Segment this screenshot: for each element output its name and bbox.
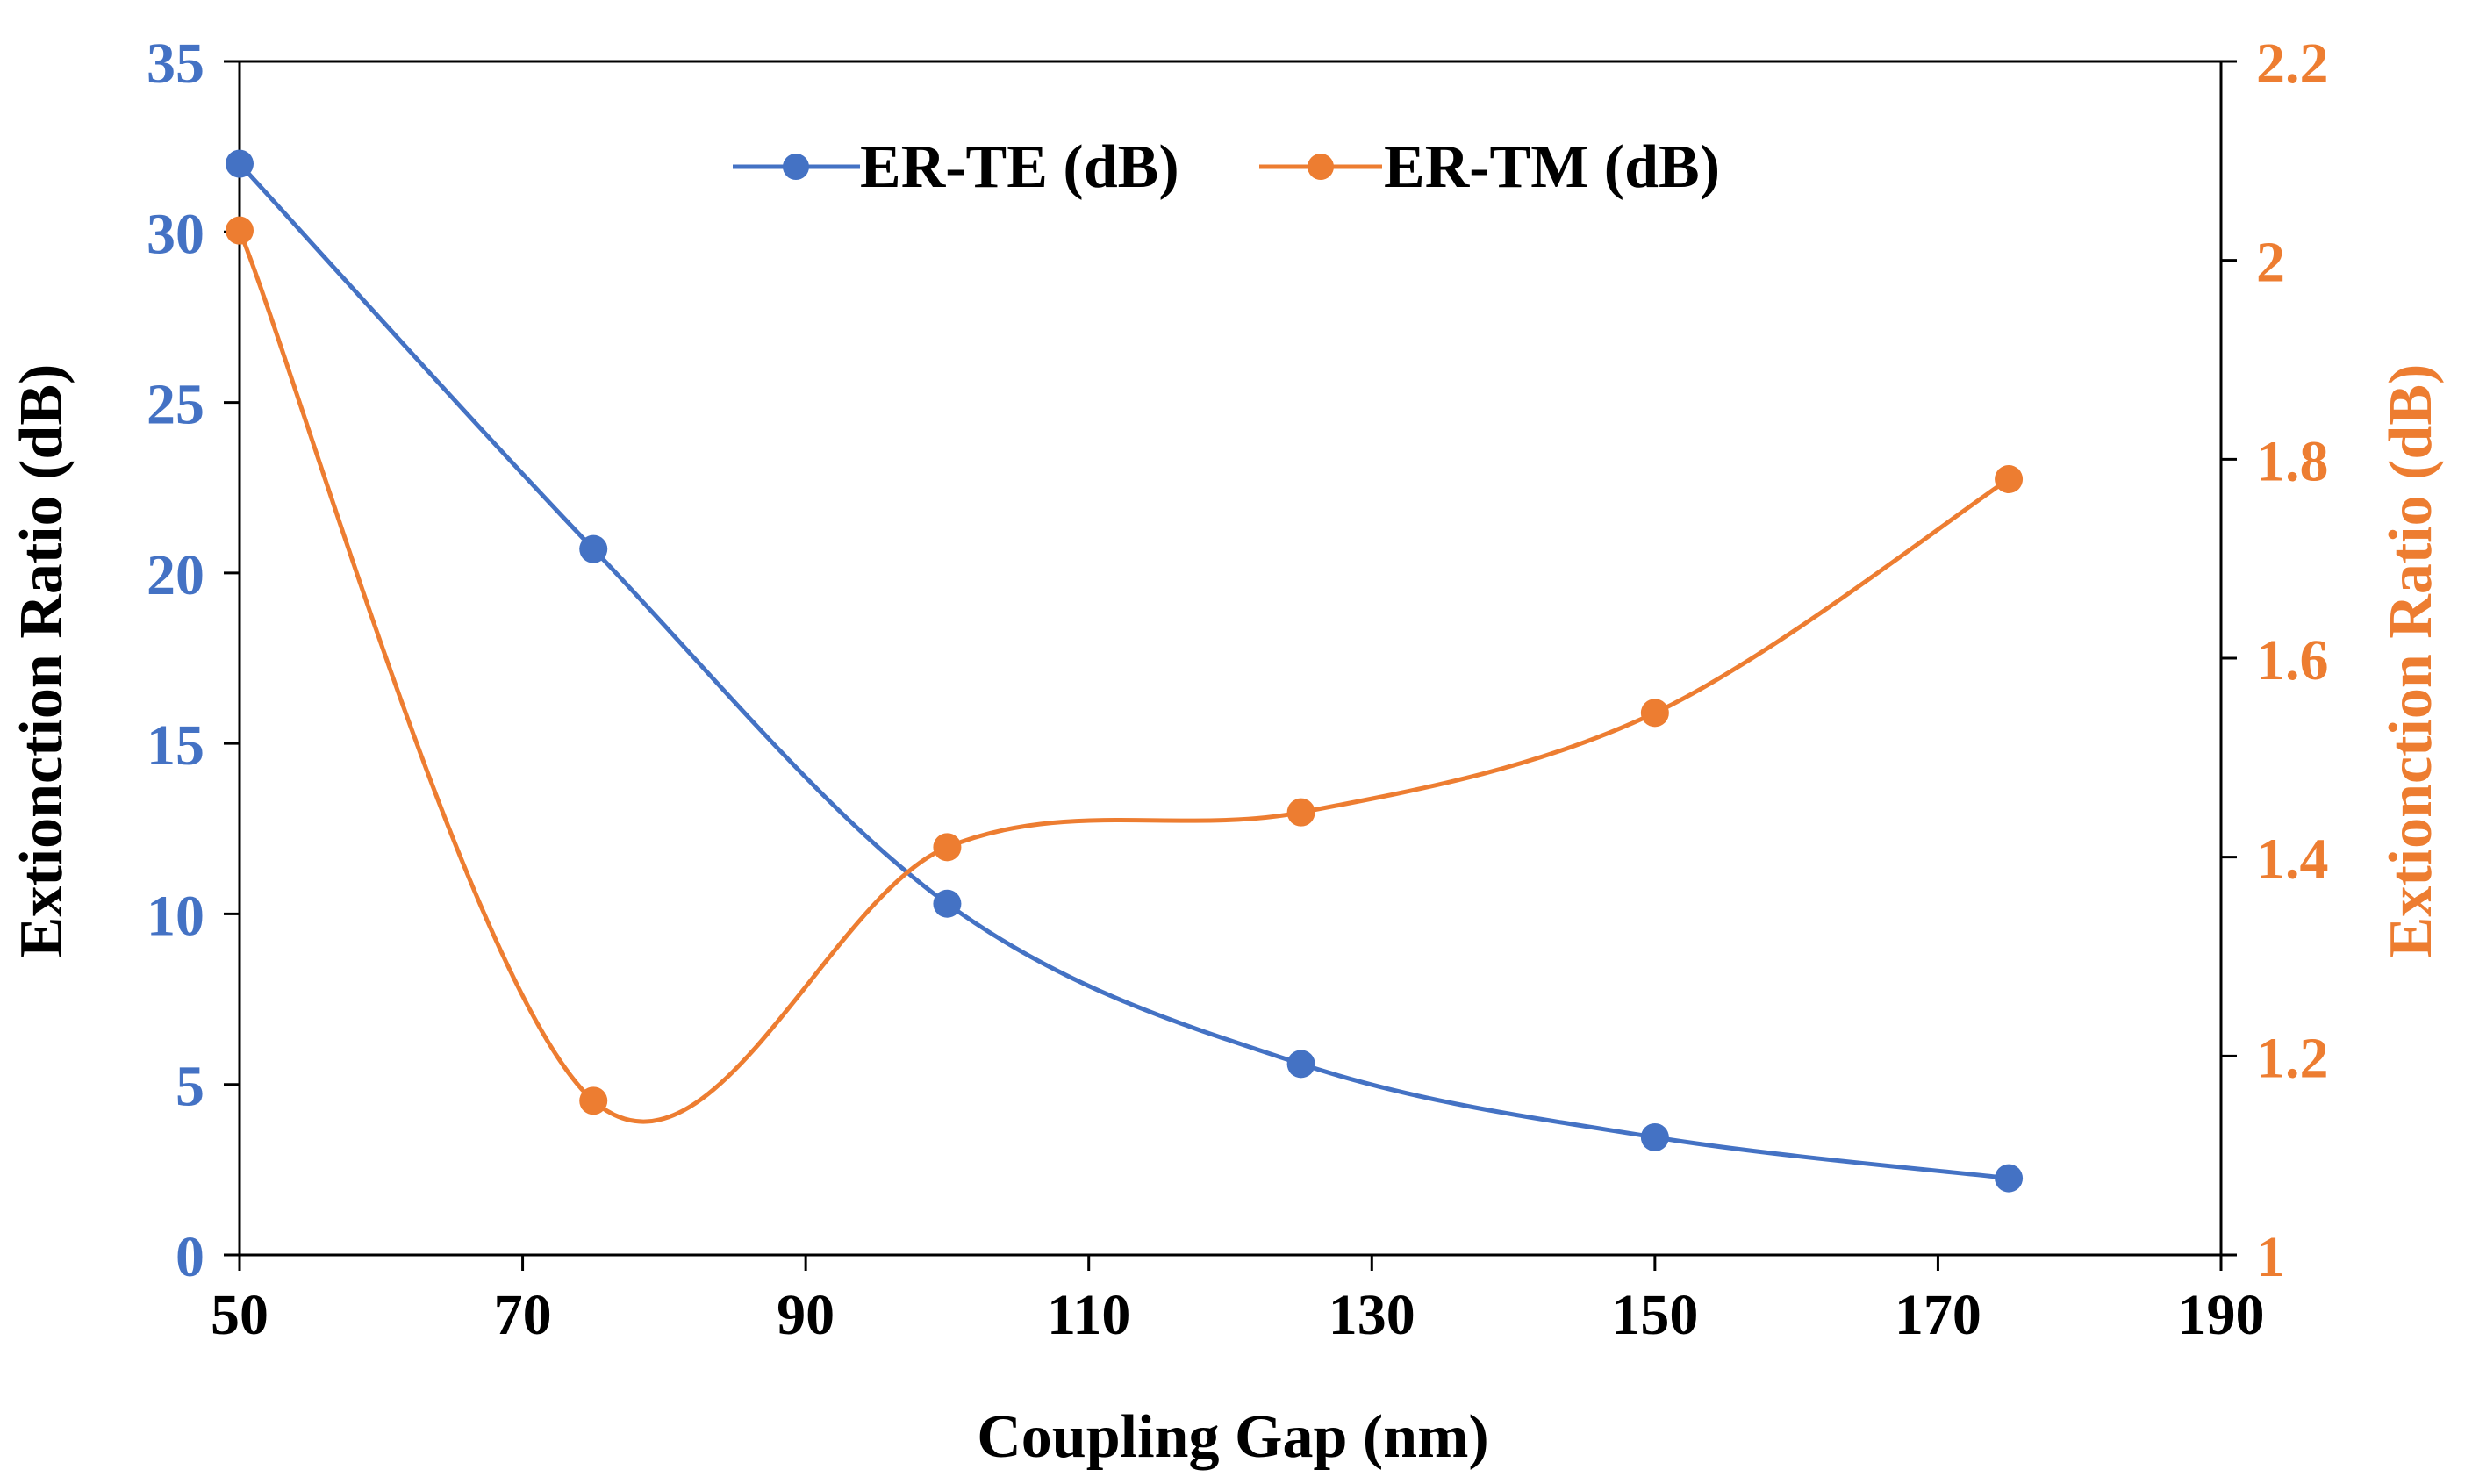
data-point-te [1286,1050,1315,1079]
x-tick-label: 170 [1895,1283,1981,1347]
legend-label-tm: ER-TM (dB) [1384,133,1720,201]
data-point-te [933,889,962,918]
data-point-tm [1640,699,1669,728]
right-y-tick-label: 1 [2256,1225,2285,1289]
x-tick-label: 110 [1047,1283,1130,1347]
left-y-tick-label: 5 [176,1055,204,1119]
left-y-tick-label: 10 [147,884,204,948]
ticks-group: 50 70 90 110 130 150 170 190 0 5 10 15 20 25 30 35 1 1.2 1… [147,32,2329,1347]
x-tick-label: 130 [1329,1283,1415,1347]
data-point-tm [933,833,962,862]
right-y-axis-title: Extionction Ratio (dB) [2377,364,2445,958]
data-point-te [226,149,254,178]
data-point-tm [1995,465,2024,493]
x-tick-label: 50 [211,1283,269,1347]
right-y-tick-label: 2.2 [2256,32,2329,96]
left-y-tick-label: 15 [147,713,204,778]
right-y-tick-label: 2 [2256,231,2285,295]
right-y-tick-label: 1.4 [2256,828,2329,892]
left-y-tick-label: 0 [176,1225,204,1289]
data-point-tm [579,1086,608,1115]
left-y-axis-title: Extionction Ratio (dB) [8,364,75,958]
left-y-tick-label: 20 [147,543,204,607]
x-tick-label: 150 [1611,1283,1698,1347]
x-axis-title: Coupling Gap (nm) [977,1403,1488,1471]
plot-frame [238,60,2223,1257]
legend-marker-dot-te [783,154,809,180]
legend-marker-dot-tm [1308,154,1334,180]
right-y-tick-label: 1.6 [2256,628,2329,692]
legend: ER-TE (dB) ER-TM (dB) [733,133,1720,201]
data-point-te [579,534,608,563]
right-y-tick-label: 1.8 [2256,429,2329,493]
series-line-tm [237,229,2010,1124]
left-y-tick-label: 30 [147,202,204,266]
x-tick-label: 90 [777,1283,835,1347]
data-point-tm [1286,798,1315,827]
data-point-te [1995,1164,2024,1193]
data-point-te [1640,1122,1669,1151]
x-tick-label: 190 [2178,1283,2265,1347]
legend-label-te: ER-TE (dB) [860,133,1179,201]
left-y-tick-label: 35 [147,32,204,96]
series-group [226,149,2024,1193]
right-y-tick-label: 1.2 [2256,1026,2329,1090]
axes-group [238,60,2223,1257]
x-tick-label: 70 [494,1283,552,1347]
data-point-tm [226,216,254,245]
series-line-te [238,161,2010,1181]
left-y-tick-label: 25 [147,373,204,437]
